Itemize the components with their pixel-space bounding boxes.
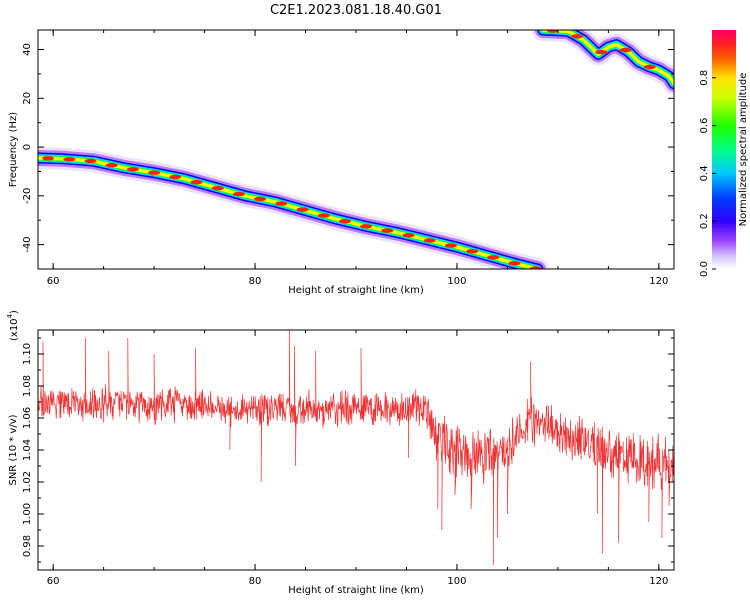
ridge-peak <box>232 191 245 197</box>
ridge-peak <box>338 219 351 224</box>
snr-x-ticks: 60 80 100 120 <box>47 330 668 587</box>
ridge-peak <box>402 233 415 238</box>
spectrogram-x-tick-label: 120 <box>649 276 668 287</box>
svg-text:(x104): (x104) <box>6 310 20 341</box>
spectrogram-y-tick-label: -20 <box>22 188 33 204</box>
snr-x-tick-label: 80 <box>249 576 262 587</box>
colorbar-tick-label: 0.2 <box>699 213 710 229</box>
snr-x-label: Height of straight line (km) <box>288 585 424 596</box>
colorbar-gradient <box>712 30 736 269</box>
ridge-peak <box>317 213 330 218</box>
snr-y-tick-label: 1.10 <box>22 343 33 365</box>
spectrogram-x-ticks: 60 80 100 120 <box>47 30 668 287</box>
snr-y-ticks: 0.98 1.00 1.02 1.04 1.06 1.08 1.10 <box>22 337 674 563</box>
ridge-peak <box>423 238 436 243</box>
snr-x-tick-label: 60 <box>47 576 60 587</box>
colorbar-tick-label: 0.6 <box>699 118 710 134</box>
ridge-peak <box>529 266 542 269</box>
ridge-peak <box>275 201 288 206</box>
ridge-peak <box>466 249 479 254</box>
ridge-peak <box>508 261 521 266</box>
ridge-peak <box>595 50 608 55</box>
ridge-peak <box>63 157 76 162</box>
colorbar-tick-label: 0.8 <box>699 70 710 86</box>
spectrogram-y-label: Frequency (Hz) <box>8 112 19 188</box>
spectral-ridge <box>531 30 674 95</box>
spectrogram-plot-area <box>38 30 674 269</box>
ridge-peak <box>360 224 373 229</box>
spectrogram-x-tick-label: 60 <box>47 276 60 287</box>
snr-y-tick-label: 0.98 <box>22 535 33 557</box>
colorbar-tick-label: 0.4 <box>699 165 710 181</box>
snr-multiplier: (x104) <box>6 310 20 341</box>
spectrogram-x-tick-label: 80 <box>249 276 262 287</box>
colorbar-label: Normalized spectral amplitude <box>738 73 749 227</box>
ridge-peak <box>42 156 55 161</box>
spectrogram-panel: 60 80 100 120 -40 -20 0 20 40 Height of straigh… <box>8 29 675 296</box>
spectral-ridge <box>38 147 549 269</box>
spectrogram-y-tick-label: -40 <box>22 236 33 252</box>
snr-y-tick-label: 1.02 <box>22 471 33 493</box>
colorbar-tick-label: 0.0 <box>699 261 710 277</box>
spectrogram-y-ticks: -40 -20 0 20 40 <box>22 43 674 270</box>
spectrogram-x-tick-label: 100 <box>447 276 466 287</box>
ridge-peak <box>211 186 224 191</box>
snr-panel: 60 80 100 120 0.981.001.021.041.061.081.10 … <box>6 310 675 596</box>
ridge-peak <box>105 163 118 168</box>
ridge-peak <box>546 30 559 33</box>
colorbar: 0.0 0.2 0.4 0.6 0.8 Normalized spectral ampl… <box>699 30 749 277</box>
ridge-peak <box>571 34 584 39</box>
ridge-peak <box>381 228 394 233</box>
snr-y-tick-label: 1.06 <box>22 407 33 429</box>
ridge-peak <box>148 170 161 175</box>
ridge-peak <box>84 158 97 164</box>
ridge-peak <box>444 243 457 248</box>
snr-y-label: SNR (10 * v/v) <box>8 414 19 485</box>
snr-series-line <box>38 330 674 566</box>
ridge-peak <box>296 207 309 212</box>
ridge-peak <box>190 180 203 185</box>
figure-title: C2E1.2023.081.18.40.G01 <box>270 3 442 18</box>
ridge-peak <box>643 64 656 70</box>
ridge-peak <box>169 174 182 180</box>
snr-y-tick-label: 1.08 <box>22 375 33 397</box>
snr-y-tick-label: 1.00 <box>22 503 33 525</box>
spectrogram-x-label: Height of straight line (km) <box>288 285 424 296</box>
snr-x-tick-label: 120 <box>649 576 668 587</box>
ridge-peak <box>254 196 267 202</box>
spectrogram-y-tick-label: 40 <box>22 43 33 56</box>
snr-y-tick-label: 1.04 <box>22 439 33 461</box>
ridge-peak <box>619 47 632 53</box>
spectrogram-y-tick-label: 20 <box>22 92 33 105</box>
snr-plot-area <box>38 330 674 566</box>
spectrogram-y-tick-label: 0 <box>22 144 33 150</box>
ridge-peak <box>126 167 139 172</box>
ridge-peak <box>487 255 500 260</box>
colorbar-ticks: 0.0 0.2 0.4 0.6 0.8 <box>699 70 716 277</box>
snr-x-tick-label: 100 <box>447 576 466 587</box>
